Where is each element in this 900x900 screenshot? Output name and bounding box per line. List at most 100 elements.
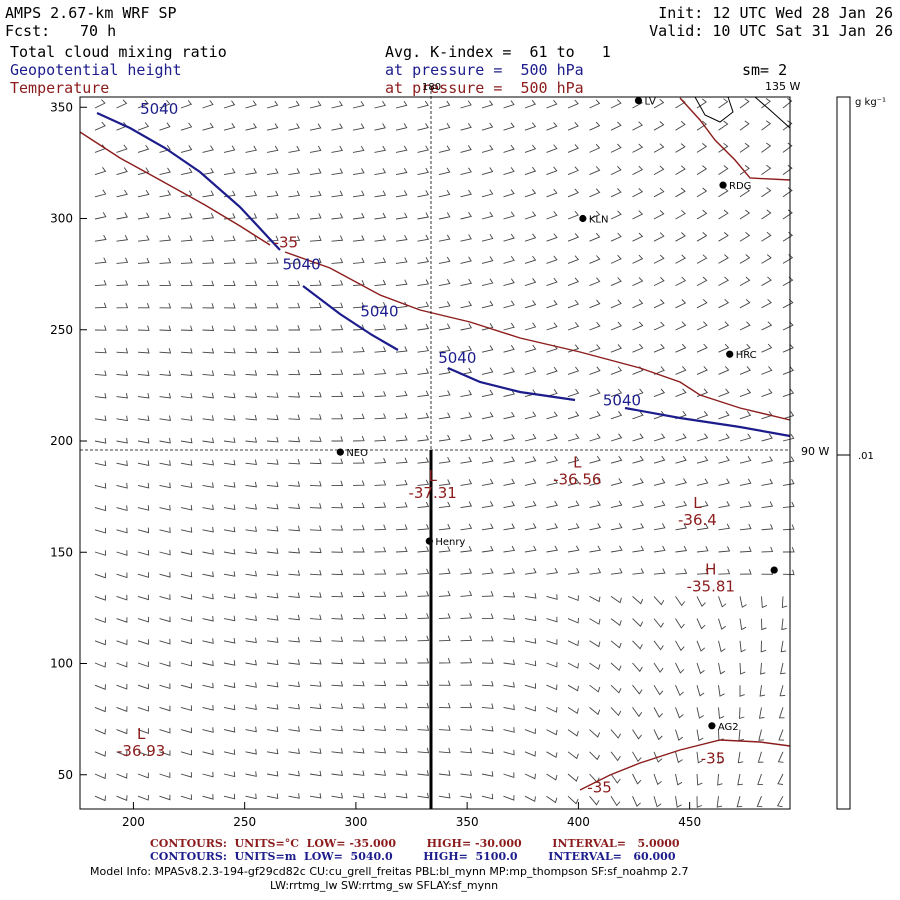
wind-barb xyxy=(159,167,171,176)
wind-barb xyxy=(288,481,301,487)
wind-barb xyxy=(524,322,537,331)
wind-barb xyxy=(374,413,387,420)
wind-barb xyxy=(395,123,408,131)
wind-barb xyxy=(718,254,729,264)
wind-barb xyxy=(395,524,408,531)
wind-barb xyxy=(309,770,322,777)
wind-barb xyxy=(331,100,343,109)
wind-barb xyxy=(374,770,386,776)
field-geopotential: Geopotential height xyxy=(10,61,182,79)
wind-barb xyxy=(94,393,107,399)
wind-barb xyxy=(675,523,687,531)
temperature-contour-label: -35 xyxy=(701,750,726,768)
wind-barb xyxy=(94,527,107,534)
k-index-average: Avg. K-index = 61 to 1 xyxy=(385,43,611,61)
wind-barb xyxy=(567,277,580,287)
wind-barb xyxy=(417,145,429,153)
wind-barb xyxy=(782,142,793,153)
wind-barb xyxy=(632,388,644,398)
wind-barb xyxy=(266,548,279,554)
wind-barb xyxy=(245,213,258,220)
wind-barb xyxy=(417,479,430,486)
wind-barb xyxy=(266,615,279,621)
wind-barb xyxy=(460,747,473,754)
wind-barb xyxy=(438,301,451,309)
wind-barb xyxy=(116,189,128,198)
wind-barb xyxy=(546,433,558,442)
wind-barb xyxy=(352,212,365,220)
wind-barb xyxy=(696,773,703,786)
wind-barb xyxy=(438,702,451,709)
wind-barb xyxy=(761,231,772,242)
wind-barb xyxy=(309,213,322,220)
wind-barb xyxy=(567,595,579,602)
wind-barb xyxy=(116,773,128,779)
wind-barb xyxy=(481,122,494,131)
wind-barb xyxy=(546,729,558,736)
wind-barb xyxy=(374,257,387,264)
wind-barb xyxy=(589,684,601,693)
x-tick-label: 400 xyxy=(567,815,590,829)
wind-barb xyxy=(524,367,537,375)
x-tick-label: 350 xyxy=(456,815,479,829)
wind-barb xyxy=(460,793,472,799)
wind-barb xyxy=(180,303,193,309)
wind-barb xyxy=(718,478,730,486)
wind-barb xyxy=(481,568,494,575)
wind-barb xyxy=(610,751,621,762)
wind-barb xyxy=(180,235,193,242)
wind-barb xyxy=(395,658,408,664)
wind-barb xyxy=(438,792,451,799)
wind-barb xyxy=(438,456,451,464)
wind-barb xyxy=(739,231,751,242)
wind-barb xyxy=(288,592,300,599)
wind-barb xyxy=(567,99,579,109)
wind-barb xyxy=(589,568,602,575)
wind-barb xyxy=(589,411,601,420)
wind-barb xyxy=(718,298,730,309)
wind-barb xyxy=(331,636,344,642)
wind-barb xyxy=(374,190,387,198)
wind-barb xyxy=(395,234,408,242)
wind-barb xyxy=(653,662,664,673)
wind-barb xyxy=(137,122,150,131)
wind-barb xyxy=(589,433,601,442)
wind-barb xyxy=(223,325,236,331)
wind-barb xyxy=(481,389,494,398)
wind-barb xyxy=(632,277,644,287)
wind-barb xyxy=(718,343,730,353)
wind-barb xyxy=(223,370,236,376)
temperature-contour-label: -35 xyxy=(274,233,299,251)
wind-barb xyxy=(245,437,257,443)
wind-barb xyxy=(180,504,193,511)
wind-barb xyxy=(374,591,387,597)
wind-barb xyxy=(610,662,622,672)
wind-barb xyxy=(739,596,747,608)
wind-barb xyxy=(524,433,537,442)
wind-barb xyxy=(266,726,279,732)
wind-barb xyxy=(245,682,257,688)
wind-barb xyxy=(696,143,708,153)
wind-barb xyxy=(223,749,236,755)
wind-barb xyxy=(352,636,365,642)
wind-barb xyxy=(739,187,750,198)
wind-barb xyxy=(245,235,258,242)
wind-barb xyxy=(524,278,537,287)
wind-barb xyxy=(202,727,214,733)
wind-barb xyxy=(653,433,666,442)
wind-barb xyxy=(331,123,344,131)
wind-barb xyxy=(417,368,430,375)
wind-barb xyxy=(159,594,171,601)
wind-barb xyxy=(137,460,150,466)
wind-barb xyxy=(776,795,784,808)
wind-barb xyxy=(288,614,300,621)
wind-barb xyxy=(331,480,344,487)
wind-barb xyxy=(460,613,473,620)
wind-barb xyxy=(503,278,515,287)
wind-barb xyxy=(761,596,768,609)
wind-barb xyxy=(761,254,772,264)
wind-barb xyxy=(524,189,537,198)
wind-barb xyxy=(632,455,644,464)
wind-barb xyxy=(137,99,149,109)
y-tick-label: 100 xyxy=(50,657,73,671)
